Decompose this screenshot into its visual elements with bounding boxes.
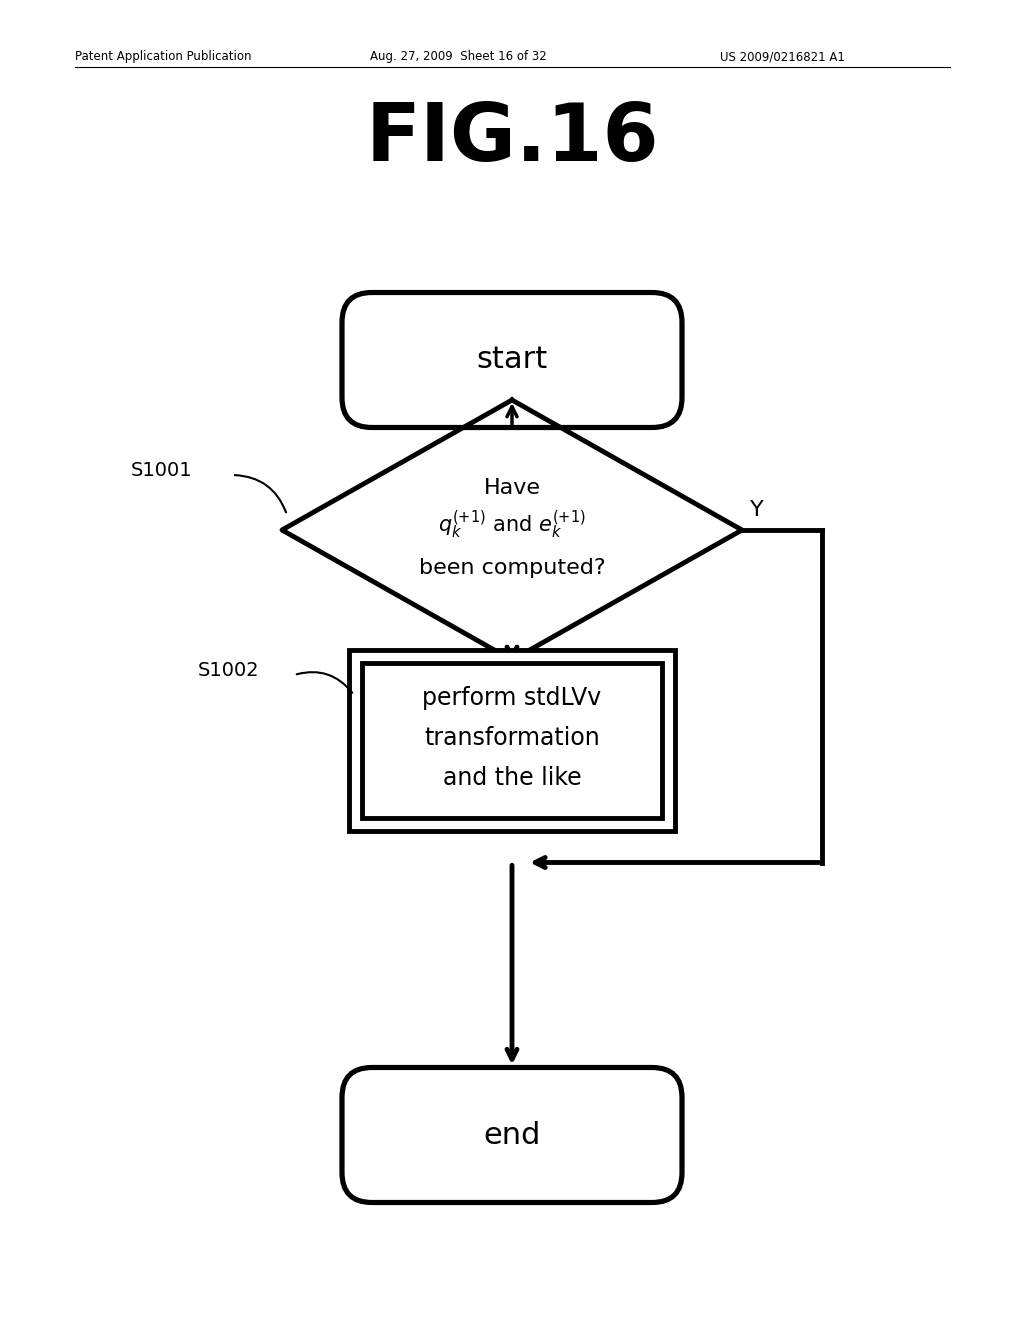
Text: FIG.16: FIG.16 bbox=[366, 100, 658, 178]
Text: transformation: transformation bbox=[424, 726, 600, 750]
Text: Patent Application Publication: Patent Application Publication bbox=[75, 50, 252, 63]
Text: been computed?: been computed? bbox=[419, 558, 605, 578]
Text: Aug. 27, 2009  Sheet 16 of 32: Aug. 27, 2009 Sheet 16 of 32 bbox=[370, 50, 547, 63]
Text: Have: Have bbox=[483, 478, 541, 498]
Bar bbox=[349, 649, 675, 830]
Text: start: start bbox=[476, 346, 548, 375]
Text: S1001: S1001 bbox=[130, 461, 193, 479]
Text: US 2009/0216821 A1: US 2009/0216821 A1 bbox=[720, 50, 845, 63]
Text: N: N bbox=[520, 665, 537, 685]
Bar bbox=[362, 663, 662, 817]
FancyBboxPatch shape bbox=[342, 1068, 682, 1203]
Text: S1002: S1002 bbox=[198, 660, 259, 680]
Text: end: end bbox=[483, 1121, 541, 1150]
FancyBboxPatch shape bbox=[342, 293, 682, 428]
Text: $q_k^{(+1)}$ and $e_k^{(+1)}$: $q_k^{(+1)}$ and $e_k^{(+1)}$ bbox=[438, 508, 586, 541]
Text: Y: Y bbox=[750, 500, 764, 520]
Text: and the like: and the like bbox=[442, 766, 582, 789]
Text: perform stdLVv: perform stdLVv bbox=[422, 686, 602, 710]
